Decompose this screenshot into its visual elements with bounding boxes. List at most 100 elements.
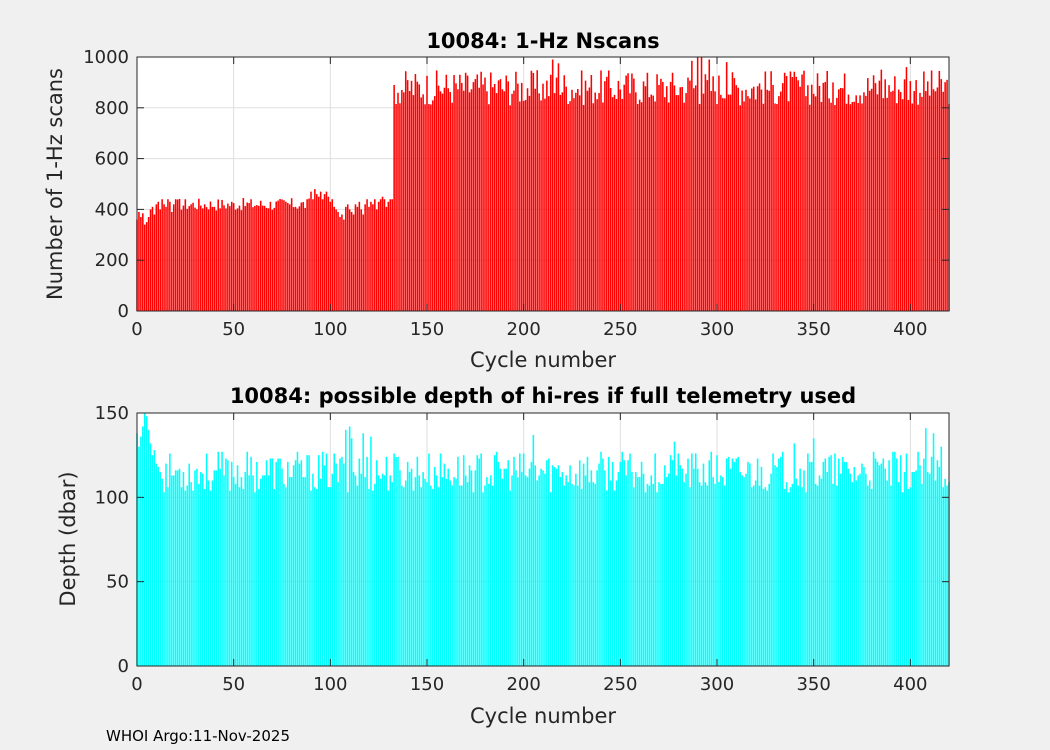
depth-bar-cycle-398: [905, 453, 908, 666]
nscans-bar-cycle-15: [165, 206, 167, 311]
nscans-bar-cycle-340: [793, 71, 796, 311]
depth-chart-title: 10084: possible depth of hi-res if full …: [230, 384, 856, 408]
depth-bar-cycle-181: [486, 477, 488, 666]
depth-bar-cycle-55: [242, 488, 245, 666]
nscans-bar-cycle-251: [621, 98, 624, 311]
depth-bars: [136, 413, 950, 666]
depth-bar-cycle-190: [503, 468, 506, 666]
nscans-bar-cycle-71: [273, 207, 276, 311]
nscans-bar-cycle-183: [490, 72, 492, 312]
nscans-bar-cycle-297: [710, 91, 712, 311]
depth-bar-cycle-382: [874, 458, 877, 666]
nscans-bar-cycle-415: [938, 70, 941, 311]
nscans-bar-cycle-410: [928, 95, 931, 311]
depth-bar-cycle-170: [464, 475, 467, 666]
nscans-bar-cycle-266: [650, 94, 653, 311]
nscans-bar-cycle-178: [480, 71, 482, 311]
depth-bar-cycle-304: [723, 485, 726, 666]
nscans-bar-cycle-36: [205, 207, 208, 311]
depth-bar-cycle-14: [163, 492, 165, 666]
depth-bar-cycle-350: [812, 438, 815, 666]
depth-bar-cycle-27: [188, 463, 190, 666]
nscans-bar-cycle-343: [799, 86, 801, 311]
nscans-bar-cycle-398: [905, 67, 908, 311]
depth-bar-cycle-366: [843, 461, 846, 666]
depth-bar-cycle-38: [209, 490, 212, 666]
depth-bar-cycle-162: [449, 480, 451, 666]
depth-bar-cycle-346: [805, 492, 807, 666]
nscans-y-tick-label: 200: [95, 250, 129, 271]
nscans-bar-cycle-101: [331, 199, 334, 311]
nscans-bar-cycle-122: [372, 204, 374, 311]
nscans-bar-cycle-9: [153, 214, 156, 311]
nscans-bar-cycle-223: [567, 103, 569, 312]
depth-bar-cycle-146: [418, 475, 421, 666]
depth-bar-cycle-97: [323, 465, 326, 666]
nscans-bar-cycle-193: [509, 105, 511, 311]
depth-bar-cycle-179: [482, 492, 484, 666]
depth-bar-cycle-254: [627, 460, 629, 666]
depth-y-tick-label: 100: [95, 487, 129, 508]
nscans-bar-cycle-397: [903, 79, 906, 311]
nscans-bar-cycle-6: [147, 217, 150, 311]
depth-bar-cycle-362: [836, 485, 838, 666]
depth-bar-cycle-126: [379, 478, 382, 666]
depth-bar-cycle-274: [665, 477, 668, 666]
nscans-bar-cycle-212: [546, 80, 548, 312]
depth-bar-cycle-338: [789, 487, 792, 666]
nscans-bar-cycle-240: [600, 70, 602, 312]
depth-bar-cycle-187: [497, 461, 500, 666]
depth-bar-cycle-168: [461, 485, 463, 666]
depth-bar-cycle-40: [213, 470, 216, 666]
nscans-bar-cycle-356: [824, 81, 827, 311]
nscans-bar-cycle-296: [708, 59, 711, 311]
nscans-bar-cycle-278: [673, 85, 676, 311]
depth-bar-cycle-63: [258, 488, 260, 666]
nscans-bar-cycle-42: [217, 199, 219, 311]
depth-bar-cycle-337: [787, 492, 790, 666]
depth-bar-cycle-414: [936, 460, 939, 666]
depth-bar-cycle-204: [530, 461, 533, 666]
nscans-bar-cycle-364: [839, 87, 842, 312]
nscans-bar-cycle-166: [457, 89, 459, 311]
nscans-bar-cycle-239: [598, 93, 600, 311]
depth-x-ticks: 0 50 100 150 200 250 300 350 400: [131, 413, 928, 695]
nscans-bar-cycle-216: [553, 93, 556, 311]
nscans-bar-cycle-333: [780, 91, 782, 311]
nscans-bar-cycle-148: [422, 94, 424, 311]
depth-x-tick-label: 0: [131, 674, 142, 695]
depth-bar-cycle-98: [325, 453, 328, 666]
depth-bar-cycle-296: [708, 460, 711, 666]
nscans-bar-cycle-338: [789, 71, 792, 311]
nscans-bar-cycle-390: [890, 91, 892, 311]
depth-bar-cycle-331: [776, 466, 778, 666]
nscans-bar-cycle-376: [863, 92, 865, 311]
depth-bar-cycle-122: [372, 490, 374, 666]
nscans-bar-cycle-120: [368, 206, 370, 311]
nscans-bar-cycle-153: [432, 100, 434, 312]
depth-bar-cycle-62: [256, 461, 258, 666]
nscans-bar-cycle-163: [451, 102, 453, 311]
nscans-bar-cycle-84: [298, 206, 301, 311]
nscans-bar-cycle-320: [754, 99, 757, 311]
nscans-bar-cycle-110: [348, 209, 351, 311]
nscans-bar-cycle-85: [300, 202, 303, 311]
depth-bar-cycle-217: [555, 468, 558, 666]
nscans-bar-cycle-360: [832, 82, 834, 312]
nscans-bar-cycle-377: [865, 95, 867, 311]
nscans-bar-cycle-156: [437, 85, 440, 311]
nscans-bar-cycle-205: [532, 73, 535, 311]
depth-bar-cycle-77: [285, 487, 287, 666]
nscans-bar-cycle-341: [795, 76, 798, 311]
nscans-bar-cycle-257: [633, 78, 635, 311]
nscans-bar-cycle-180: [484, 77, 486, 311]
depth-bar-cycle-365: [841, 456, 844, 666]
depth-bar-cycle-154: [433, 466, 436, 666]
nscans-bar-cycle-276: [669, 81, 672, 311]
nscans-bar-cycle-303: [722, 98, 724, 312]
depth-bar-cycle-332: [778, 458, 780, 666]
depth-bar-cycle-313: [741, 475, 743, 666]
depth-bar-cycle-186: [495, 451, 498, 666]
nscans-bar-cycle-40: [213, 206, 216, 311]
nscans-bar-cycle-119: [366, 199, 368, 311]
